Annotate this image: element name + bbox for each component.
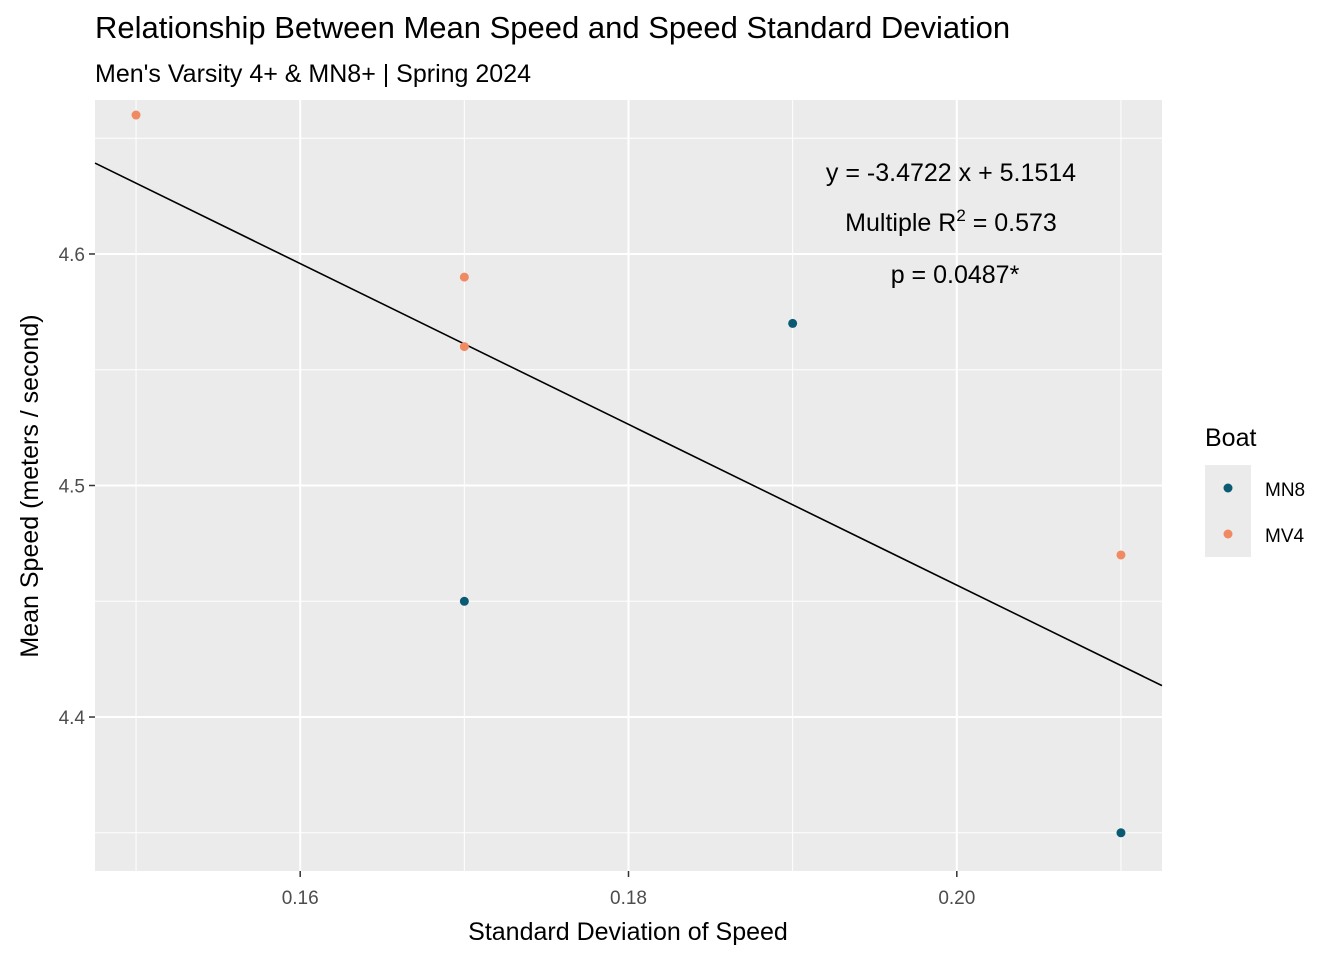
points-layer — [131, 110, 1126, 838]
r-squared-value: = 0.573 — [966, 209, 1057, 237]
data-point-mn8 — [1116, 828, 1126, 838]
chart-subtitle: Men's Varsity 4+ & MN8+ | Spring 2024 — [95, 60, 532, 88]
chart-title: Relationship Between Mean Speed and Spee… — [95, 10, 1011, 45]
regression-layer — [94, 162, 1163, 687]
legend-items: MN8 MV4 — [1223, 480, 1305, 547]
legend-key-mn8 — [1223, 483, 1233, 493]
equation-label: y = -3.4722 x + 5.1514 — [826, 159, 1076, 187]
y-tick-label: 4.4 — [59, 708, 86, 729]
x-axis-ticks: 0.16 0.18 0.20 — [282, 871, 975, 909]
r-squared-superscript: 2 — [956, 206, 965, 225]
x-tick-label: 0.20 — [938, 888, 975, 909]
r-squared-label: Multiple R2 = 0.573 — [845, 206, 1057, 237]
y-axis-title: Mean Speed (meters / second) — [16, 314, 44, 657]
grid-major — [95, 100, 1162, 871]
legend-key-mv4 — [1223, 529, 1233, 539]
legend-title: Boat — [1205, 424, 1256, 452]
regression-annotation: y = -3.4722 x + 5.1514 Multiple R2 = 0.5… — [826, 159, 1076, 289]
data-point-mv4 — [131, 110, 141, 120]
p-value-label: p = 0.0487* — [891, 261, 1020, 289]
x-tick-label: 0.18 — [610, 888, 647, 909]
y-axis-ticks: 4.4 4.5 4.6 — [59, 245, 95, 729]
legend: Boat MN8 MV4 — [1205, 424, 1305, 557]
x-axis-title: Standard Deviation of Speed — [468, 918, 788, 946]
y-tick-label: 4.5 — [59, 477, 85, 498]
data-point-mn8 — [788, 318, 798, 328]
data-point-mn8 — [459, 596, 469, 606]
y-tick-label: 4.6 — [59, 245, 85, 266]
data-point-mv4 — [1116, 550, 1126, 560]
legend-label-mv4: MV4 — [1265, 526, 1305, 547]
data-point-mv4 — [459, 342, 469, 352]
r-squared-prefix: Multiple R — [845, 209, 956, 237]
legend-label-mn8: MN8 — [1265, 480, 1305, 501]
x-tick-label: 0.16 — [282, 888, 319, 909]
regression-line — [94, 162, 1163, 687]
legend-key-bg — [1205, 465, 1251, 557]
data-point-mv4 — [459, 272, 469, 282]
